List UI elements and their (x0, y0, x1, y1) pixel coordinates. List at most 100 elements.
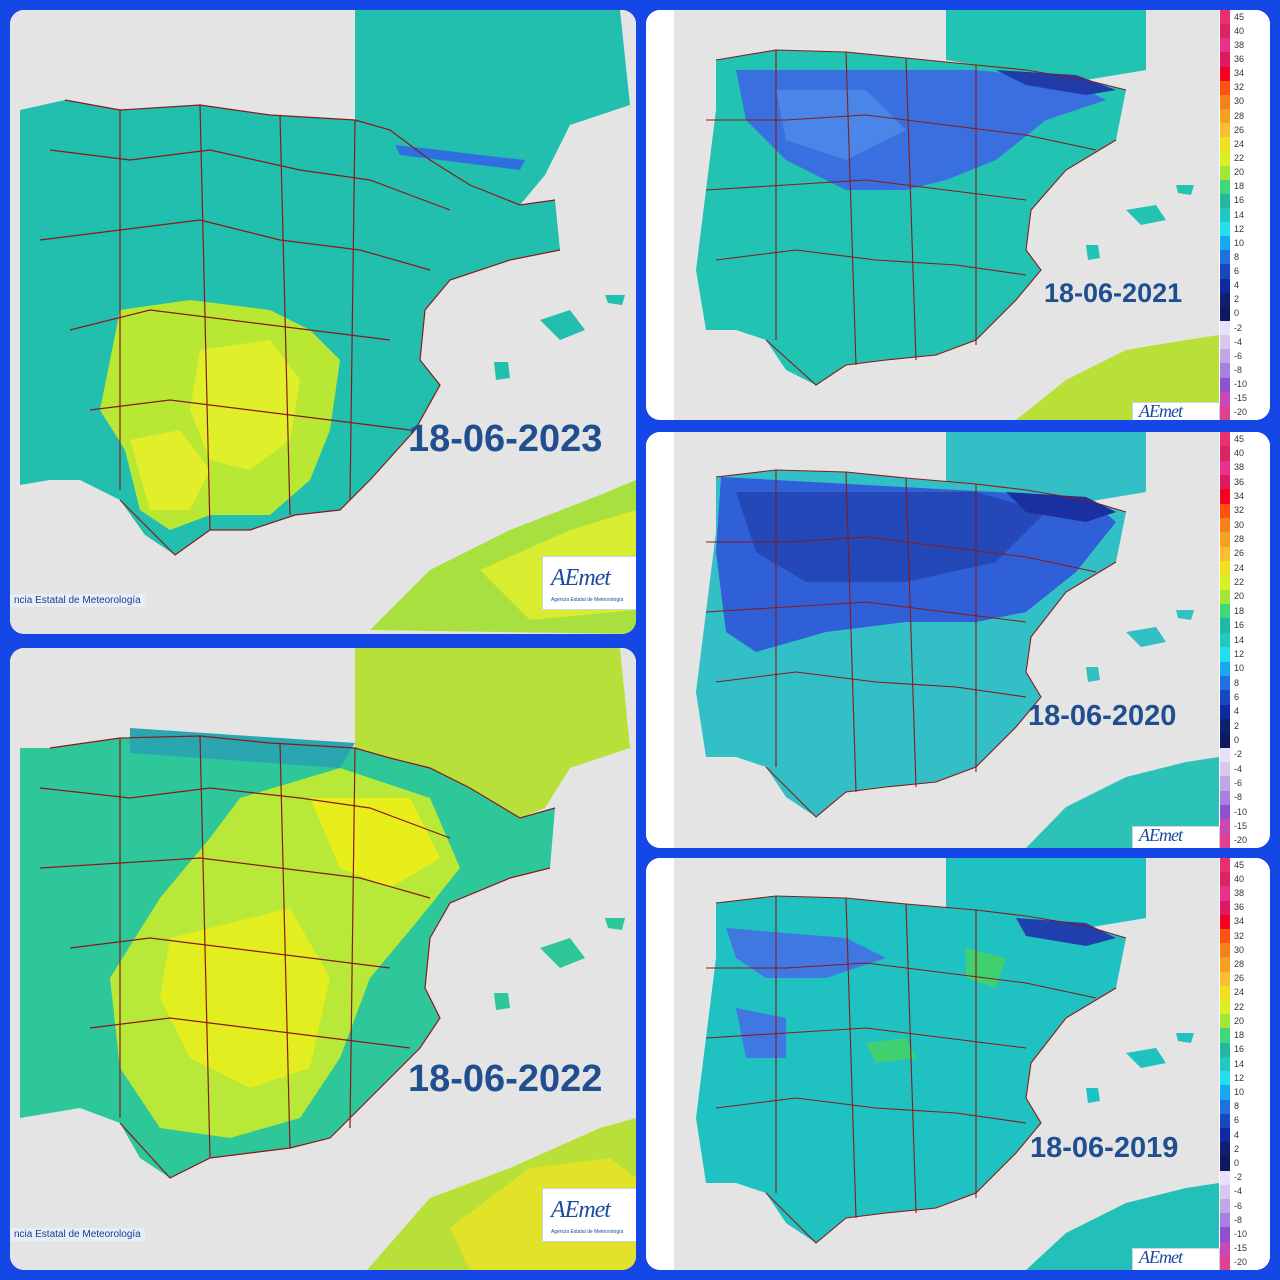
legend-swatch (1220, 349, 1230, 365)
legend-swatch (1220, 1142, 1230, 1158)
legend-swatch (1220, 335, 1230, 351)
legend-swatch (1220, 391, 1230, 407)
legend-label: 0 (1234, 734, 1240, 745)
legend-label: -2 (1234, 1172, 1243, 1183)
aemet-logo-subtitle: Agencia Estatal de Meteorología (551, 1229, 624, 1235)
legend-label: 34 (1234, 68, 1245, 79)
legend-label: -8 (1234, 365, 1243, 376)
legend-label: -6 (1234, 777, 1243, 788)
legend-label: 24 (1234, 562, 1245, 573)
legend-label: -10 (1234, 379, 1248, 390)
legend-label: 36 (1234, 53, 1245, 64)
aemet-logo-text: AEmet (1139, 825, 1183, 845)
legend-swatch (1220, 1156, 1230, 1172)
legend-label: 32 (1234, 930, 1245, 941)
legend-swatch (1220, 52, 1230, 68)
legend-swatch (1220, 1184, 1230, 1200)
legend-swatch (1220, 1170, 1230, 1186)
legend-swatch (1220, 321, 1230, 337)
aemet-logo-text: AEmet (551, 1197, 611, 1223)
legend-swatch (1220, 250, 1230, 266)
legend-label: 26 (1234, 124, 1245, 135)
legend-swatch (1220, 546, 1230, 562)
legend-label: 22 (1234, 152, 1245, 163)
legend-swatch (1220, 1227, 1230, 1243)
legend-swatch (1220, 532, 1230, 548)
date-label-2023: 18-06-2023 (408, 418, 603, 460)
legend-swatch (1220, 151, 1230, 167)
legend-label: 26 (1234, 548, 1245, 559)
legend-label: 28 (1234, 959, 1245, 970)
legend-swatch (1220, 718, 1230, 734)
legend-swatch (1220, 137, 1230, 153)
map-panel-2023: 18-06-2023 ncia Estatal de Meteorología … (10, 10, 636, 634)
legend-swatch (1220, 704, 1230, 720)
agency-credit: ncia Estatal de Meteorología (10, 594, 145, 607)
legend-label: -20 (1234, 407, 1248, 418)
legend-label: 8 (1234, 251, 1240, 262)
legend-swatch (1220, 1085, 1230, 1101)
legend-label: 18 (1234, 605, 1245, 616)
aemet-logo-text: AEmet (551, 565, 611, 591)
legend-label: 6 (1234, 266, 1240, 277)
legend-label: -15 (1234, 820, 1248, 831)
legend-swatch (1220, 1028, 1230, 1044)
legend-swatch (1220, 675, 1230, 691)
map-panel-2022: 18-06-2022 ncia Estatal de Meteorología … (10, 648, 636, 1270)
temperature-map-2020 (646, 432, 1270, 848)
legend-label: 16 (1234, 1044, 1245, 1055)
legend-swatch (1220, 38, 1230, 54)
legend-label: 40 (1234, 873, 1245, 884)
legend-swatch (1220, 489, 1230, 505)
legend-swatch (1220, 363, 1230, 379)
legend-swatch (1220, 179, 1230, 195)
legend-label: 2 (1234, 720, 1240, 731)
legend-swatch (1220, 475, 1230, 491)
legend-label: 20 (1234, 167, 1245, 178)
legend-label: 24 (1234, 987, 1245, 998)
legend-swatch (1220, 971, 1230, 987)
legend-label: 2 (1234, 294, 1240, 305)
legend-swatch (1220, 761, 1230, 777)
legend-swatch (1220, 165, 1230, 181)
legend-swatch (1220, 108, 1230, 124)
legend-label: 34 (1234, 491, 1245, 502)
legend-swatch (1220, 236, 1230, 252)
legend-label: 6 (1234, 1115, 1240, 1126)
legend-label: 36 (1234, 476, 1245, 487)
legend-label: 10 (1234, 237, 1245, 248)
legend-label: -6 (1234, 350, 1243, 361)
legend-swatch (1220, 561, 1230, 577)
aemet-logo: AEmet (1132, 825, 1220, 848)
legend-swatch (1220, 518, 1230, 534)
legend-label: 26 (1234, 973, 1245, 984)
legend-label: 2 (1234, 1143, 1240, 1154)
legend-label: -8 (1234, 792, 1243, 803)
legend-label: 36 (1234, 902, 1245, 913)
legend-label: 30 (1234, 519, 1245, 530)
legend-label: 12 (1234, 1072, 1245, 1083)
date-label-2022: 18-06-2022 (408, 1058, 603, 1100)
legend-swatch (1220, 1213, 1230, 1229)
legend-label: -20 (1234, 1257, 1248, 1268)
legend-label: -15 (1234, 1243, 1248, 1254)
legend-swatch (1220, 503, 1230, 519)
temperature-map-2022 (10, 648, 636, 1270)
legend-swatch (1220, 1127, 1230, 1143)
legend-label: 38 (1234, 39, 1245, 50)
legend-swatch (1220, 914, 1230, 930)
agency-credit: ncia Estatal de Meteorología (10, 1228, 145, 1241)
legend-label: -2 (1234, 322, 1243, 333)
legend-label: 4 (1234, 1129, 1240, 1140)
temperature-map-2021 (646, 10, 1270, 420)
map-panel-2019: 18-06-2019 AEmet 45 40 38 36 34 32 30 28 26 24 22 2… (646, 858, 1270, 1270)
legend-label: -4 (1234, 336, 1243, 347)
legend-swatch (1220, 804, 1230, 820)
temperature-legend: 45 40 38 36 34 32 30 28 26 24 22 20 18 16 14 12 10 8 6 4 2 0-… (1220, 858, 1270, 1270)
legend-swatch (1220, 661, 1230, 677)
aemet-logo-subtitle: Agencia Estatal de Meteorología (551, 597, 624, 603)
legend-swatch (1220, 985, 1230, 1001)
legend-swatch (1220, 604, 1230, 620)
aemet-logo-text: AEmet (1139, 1247, 1183, 1267)
legend-label: 24 (1234, 138, 1245, 149)
